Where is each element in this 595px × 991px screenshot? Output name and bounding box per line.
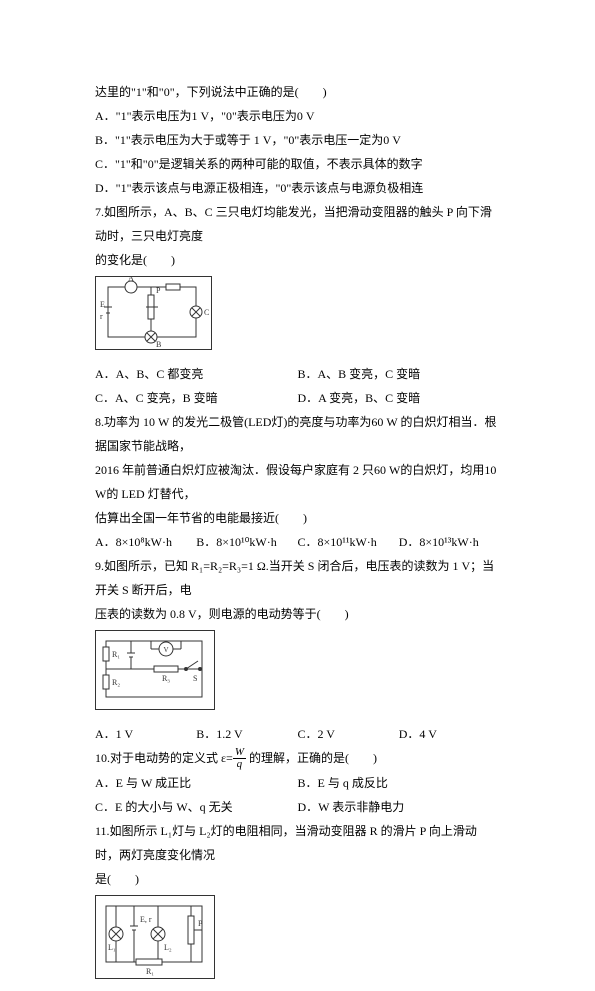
svg-text:R₁: R₁ xyxy=(112,650,120,659)
q11-circuit-diagram: L₁ E, r L₂ P R₁ xyxy=(95,895,215,979)
q8-opt-a: A．8×10⁸kW·h xyxy=(95,530,196,554)
q10-options-row2: C．E 的大小与 W、q 无关 D．W 表示非静电力 xyxy=(95,795,500,819)
q6-lead: 达里的"1"和"0"，下列说法中正确的是( ) xyxy=(95,80,500,104)
q6-opt-b: B．"1"表示电压为大于或等于 1 V，"0"表示电压一定为0 V xyxy=(95,128,500,152)
q7-circuit-diagram: A E r P C B xyxy=(95,276,212,350)
q9-stem2: 压表的读数为 0.8 V，则电源的电动势等于( ) xyxy=(95,602,500,626)
svg-text:C: C xyxy=(204,308,209,317)
q7-opt-b: B．A、B 变亮，C 变暗 xyxy=(298,362,501,386)
svg-text:V: V xyxy=(163,646,168,654)
q11-stem2: 是( ) xyxy=(95,867,500,891)
svg-text:r: r xyxy=(100,312,103,321)
q9-opt-a: A．1 V xyxy=(95,722,196,746)
q7-stem1: 7.如图所示，A、B、C 三只电灯均能发光，当把滑动变阻器的触头 P 向下滑动时… xyxy=(95,200,500,248)
q8-opt-c: C．8×10¹¹kW·h xyxy=(298,530,399,554)
q6-opt-c: C．"1"和"0"是逻辑关系的两种可能的取值，不表示具体的数字 xyxy=(95,152,500,176)
q8-stem2: 2016 年前普通白炽灯应被淘汰．假设每户家庭有 2 只60 W的白炽灯，均用1… xyxy=(95,458,500,506)
q10-options-row1: A．E 与 W 成正比 B．E 与 q 成反比 xyxy=(95,771,500,795)
q9-stem1: 9.如图所示，已知 R₁=R₂=R₃=1 Ω.当开关 S 闭合后，电压表的读数为… xyxy=(95,554,500,602)
svg-text:R₂: R₂ xyxy=(112,678,120,687)
q8-stem3: 估算出全国一年节省的电能最接近( ) xyxy=(95,506,500,530)
q8-stem1: 8.功率为 10 W 的发光二极管(LED灯)的亮度与功率为60 W 的白炽灯相… xyxy=(95,410,500,458)
q10-stem-pre: 10.对于电动势的定义式 ε= xyxy=(95,751,233,765)
q7-opt-a: A．A、B、C 都变亮 xyxy=(95,362,298,386)
q7-options-row2: C．A、C 变亮，B 变暗 D．A 变亮，B、C 变暗 xyxy=(95,386,500,410)
q7-opt-d: D．A 变亮，B、C 变暗 xyxy=(298,386,501,410)
q10-opt-c: C．E 的大小与 W、q 无关 xyxy=(95,795,298,819)
q10-stem: 10.对于电动势的定义式 ε=Wq 的理解，正确的是( ) xyxy=(95,746,500,771)
svg-text:S: S xyxy=(193,674,197,683)
q10-opt-b: B．E 与 q 成反比 xyxy=(298,771,501,795)
q10-frac-num: W xyxy=(233,747,246,759)
q7-stem2: 的变化是( ) xyxy=(95,248,500,272)
q10-fraction: Wq xyxy=(233,747,246,770)
q6-opt-a: A．"1"表示电压为1 V，"0"表示电压为0 V xyxy=(95,104,500,128)
svg-text:P: P xyxy=(156,286,161,295)
svg-text:A: A xyxy=(128,277,134,283)
svg-text:L₂: L₂ xyxy=(164,943,172,952)
q9-circuit-diagram: R₁ R₂ V R₃ S xyxy=(95,630,215,710)
q8-opt-d: D．8×10¹³kW·h xyxy=(399,530,500,554)
svg-text:L₁: L₁ xyxy=(108,943,116,952)
svg-text:B: B xyxy=(156,340,161,349)
q9-opt-d: D．4 V xyxy=(399,722,500,746)
q9-options: A．1 V B．1.2 V C．2 V D．4 V xyxy=(95,722,500,746)
svg-text:E: E xyxy=(100,300,105,309)
q10-frac-den: q xyxy=(233,759,246,770)
svg-text:E, r: E, r xyxy=(140,915,152,924)
q8-options: A．8×10⁸kW·h B．8×10¹⁰kW·h C．8×10¹¹kW·h D．… xyxy=(95,530,500,554)
q9-opt-c: C．2 V xyxy=(298,722,399,746)
svg-text:R₁: R₁ xyxy=(146,967,154,976)
svg-text:P: P xyxy=(198,919,203,928)
q8-opt-b: B．8×10¹⁰kW·h xyxy=(196,530,297,554)
q11-stem1: 11.如图所示 L₁灯与 L₂灯的电阻相同，当滑动变阻器 R 的滑片 P 向上滑… xyxy=(95,819,500,867)
q10-opt-d: D．W 表示非静电力 xyxy=(298,795,501,819)
q9-opt-b: B．1.2 V xyxy=(196,722,297,746)
q6-opt-d: D．"1"表示该点与电源正极相连，"0"表示该点与电源负极相连 xyxy=(95,176,500,200)
q7-opt-c: C．A、C 变亮，B 变暗 xyxy=(95,386,298,410)
q10-opt-a: A．E 与 W 成正比 xyxy=(95,771,298,795)
q10-stem-post: 的理解，正确的是( ) xyxy=(246,751,377,765)
svg-text:R₃: R₃ xyxy=(162,674,170,683)
q7-options-row1: A．A、B、C 都变亮 B．A、B 变亮，C 变暗 xyxy=(95,362,500,386)
